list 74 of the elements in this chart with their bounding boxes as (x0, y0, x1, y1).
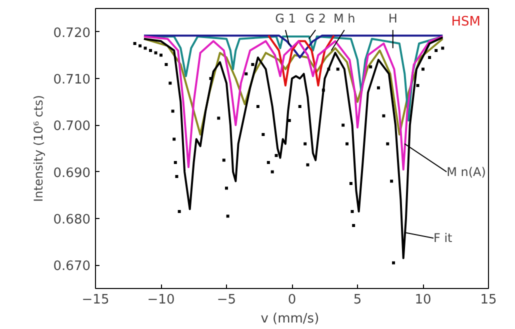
point (346, 142, 349, 146)
x-tick-label: 5 (353, 292, 362, 308)
y-tick-label: 0.690 (53, 166, 90, 181)
y-tick-label: 0.700 (53, 119, 90, 134)
point (226, 214, 230, 218)
point (382, 114, 386, 118)
y-axis-title: Intensity (10⁶ cts) (31, 95, 46, 202)
point (266, 161, 270, 164)
point (274, 154, 278, 157)
line-series (142, 36, 444, 260)
annotation: H (388, 11, 398, 26)
annotation: M n(A) (446, 164, 486, 179)
point (322, 88, 325, 92)
y-tick-label: 0.720 (53, 26, 90, 41)
y-tick-label: 0.670 (53, 259, 90, 274)
annotation: G 1 (275, 11, 296, 26)
annotation: F it (433, 231, 453, 246)
x-tick-label: 10 (414, 292, 432, 308)
point (172, 138, 176, 141)
point (422, 68, 424, 71)
line-series (142, 38, 444, 136)
point (327, 68, 330, 71)
point (428, 56, 432, 59)
x-tick-label: −5 (216, 292, 236, 308)
point (441, 46, 444, 50)
line-series (267, 34, 335, 86)
x-tick-label: −15 (82, 292, 110, 308)
point (164, 63, 168, 66)
x-tick-label: −10 (147, 292, 175, 308)
point (256, 105, 260, 108)
point (138, 44, 142, 48)
point (288, 119, 291, 122)
point (306, 163, 310, 166)
x-tick-label: 15 (480, 292, 497, 308)
point (390, 180, 394, 183)
point (160, 54, 162, 57)
point (369, 65, 372, 68)
point (352, 224, 356, 227)
line-series (142, 34, 444, 58)
point (336, 68, 340, 71)
point (386, 142, 390, 146)
point (144, 46, 147, 50)
point (304, 142, 307, 146)
point (342, 124, 345, 127)
point (350, 210, 354, 213)
annotation: G 2 (305, 11, 326, 26)
point (154, 51, 158, 54)
annotation: HSM (451, 14, 481, 30)
point (171, 110, 174, 113)
annotation: M h (334, 11, 356, 26)
point (416, 84, 420, 87)
point (168, 82, 172, 85)
point (270, 170, 274, 174)
x-axis-title: v (mm/s) (260, 312, 320, 326)
point (298, 105, 302, 108)
point (175, 175, 178, 178)
point (349, 182, 352, 185)
point (225, 186, 228, 190)
point (174, 161, 177, 164)
point (251, 63, 254, 66)
y-tick-label: 0.710 (53, 72, 90, 88)
point (392, 261, 396, 264)
x-tick-label: 0 (288, 292, 296, 308)
point (217, 116, 220, 120)
point (178, 210, 181, 213)
y-tick-label: 0.680 (53, 212, 90, 228)
point (149, 49, 152, 52)
point (434, 49, 438, 52)
point (222, 158, 226, 162)
point (376, 86, 380, 90)
line-series (142, 36, 444, 170)
point (133, 42, 136, 45)
point (244, 72, 248, 76)
point (262, 133, 265, 136)
